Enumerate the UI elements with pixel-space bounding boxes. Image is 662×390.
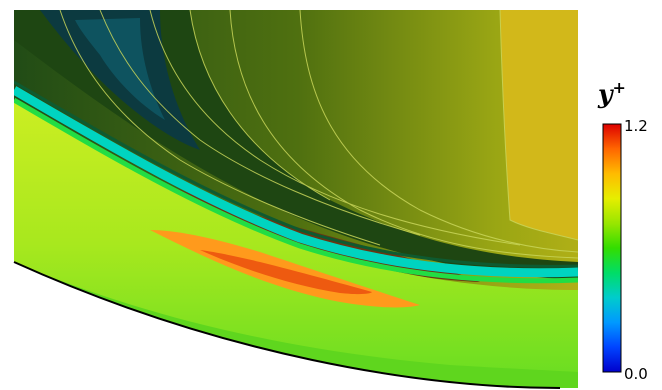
colorbar-max-label: 1.2 [624,117,648,135]
right-yellow-band [500,10,578,240]
colorbar [602,123,622,373]
contour-lines [59,10,578,259]
vortex-core-inner [75,18,165,120]
colorbar-min-label: 0.0 [624,365,648,383]
colorbar-variable-label: y+ [598,78,626,109]
wall-layer-green [14,97,578,284]
blade-surface [13,261,561,389]
wall-layer-dark [14,80,578,268]
peak-red-zone [200,250,372,295]
wall-layer-cyan [14,86,578,278]
